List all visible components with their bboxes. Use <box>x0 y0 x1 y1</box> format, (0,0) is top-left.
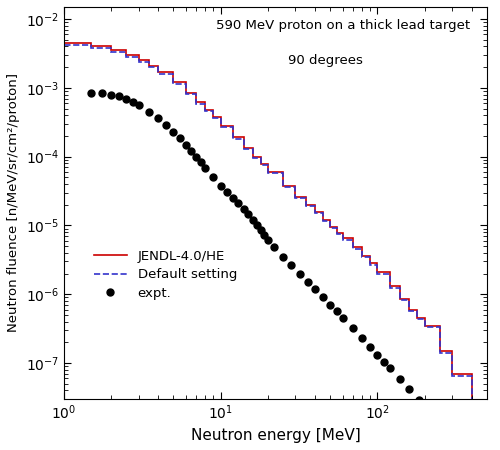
expt. <box>202 165 208 171</box>
expt. <box>327 302 333 308</box>
Y-axis label: Neutron fluence [n/MeV/sr/cm²/proton]: Neutron fluence [n/MeV/sr/cm²/proton] <box>7 73 20 333</box>
expt. <box>177 135 183 141</box>
expt. <box>305 279 311 285</box>
Legend: JENDL-4.0/HE, Default setting, expt.: JENDL-4.0/HE, Default setting, expt. <box>88 243 244 306</box>
expt. <box>198 160 204 165</box>
expt. <box>88 90 94 95</box>
expt. <box>436 421 442 427</box>
Text: 590 MeV proton on a thick lead target: 590 MeV proton on a thick lead target <box>216 19 470 32</box>
Text: 90 degrees: 90 degrees <box>288 54 363 67</box>
Line: expt.: expt. <box>88 89 454 438</box>
X-axis label: Neutron energy [MeV]: Neutron energy [MeV] <box>190 428 360 443</box>
expt. <box>447 432 453 438</box>
